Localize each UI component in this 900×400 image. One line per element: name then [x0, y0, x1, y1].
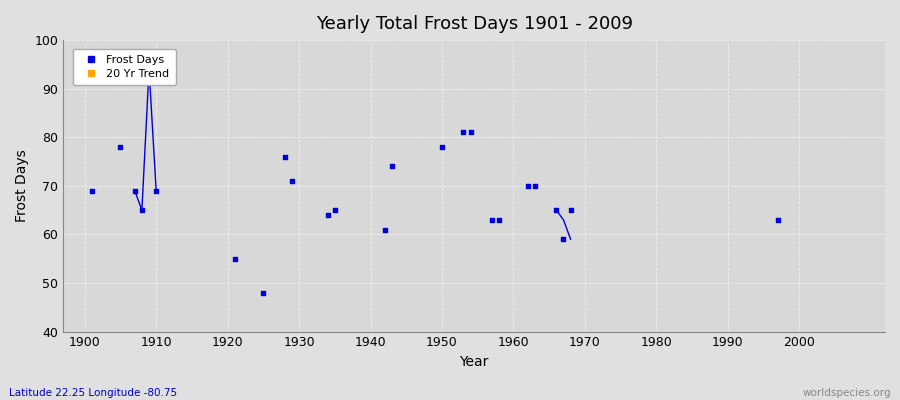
Text: worldspecies.org: worldspecies.org — [803, 388, 891, 398]
Point — [492, 217, 507, 223]
Point — [770, 217, 785, 223]
Point — [149, 188, 164, 194]
Point — [328, 207, 342, 213]
Point — [556, 236, 571, 242]
X-axis label: Year: Year — [460, 355, 489, 369]
Point — [277, 154, 292, 160]
Text: Latitude 22.25 Longitude -80.75: Latitude 22.25 Longitude -80.75 — [9, 388, 177, 398]
Point — [142, 66, 157, 72]
Point — [378, 226, 392, 233]
Point — [256, 290, 271, 296]
Title: Yearly Total Frost Days 1901 - 2009: Yearly Total Frost Days 1901 - 2009 — [316, 15, 633, 33]
Point — [485, 217, 500, 223]
Point — [435, 144, 449, 150]
Point — [520, 183, 535, 189]
Point — [549, 207, 563, 213]
Point — [385, 163, 400, 170]
Point — [128, 188, 142, 194]
Point — [228, 256, 242, 262]
Point — [85, 188, 99, 194]
Y-axis label: Frost Days: Frost Days — [15, 150, 29, 222]
Point — [527, 183, 542, 189]
Point — [563, 207, 578, 213]
Point — [464, 129, 478, 136]
Legend: Frost Days, 20 Yr Trend: Frost Days, 20 Yr Trend — [73, 48, 176, 85]
Point — [284, 178, 299, 184]
Point — [135, 207, 149, 213]
Point — [113, 144, 128, 150]
Point — [456, 129, 471, 136]
Point — [320, 212, 335, 218]
